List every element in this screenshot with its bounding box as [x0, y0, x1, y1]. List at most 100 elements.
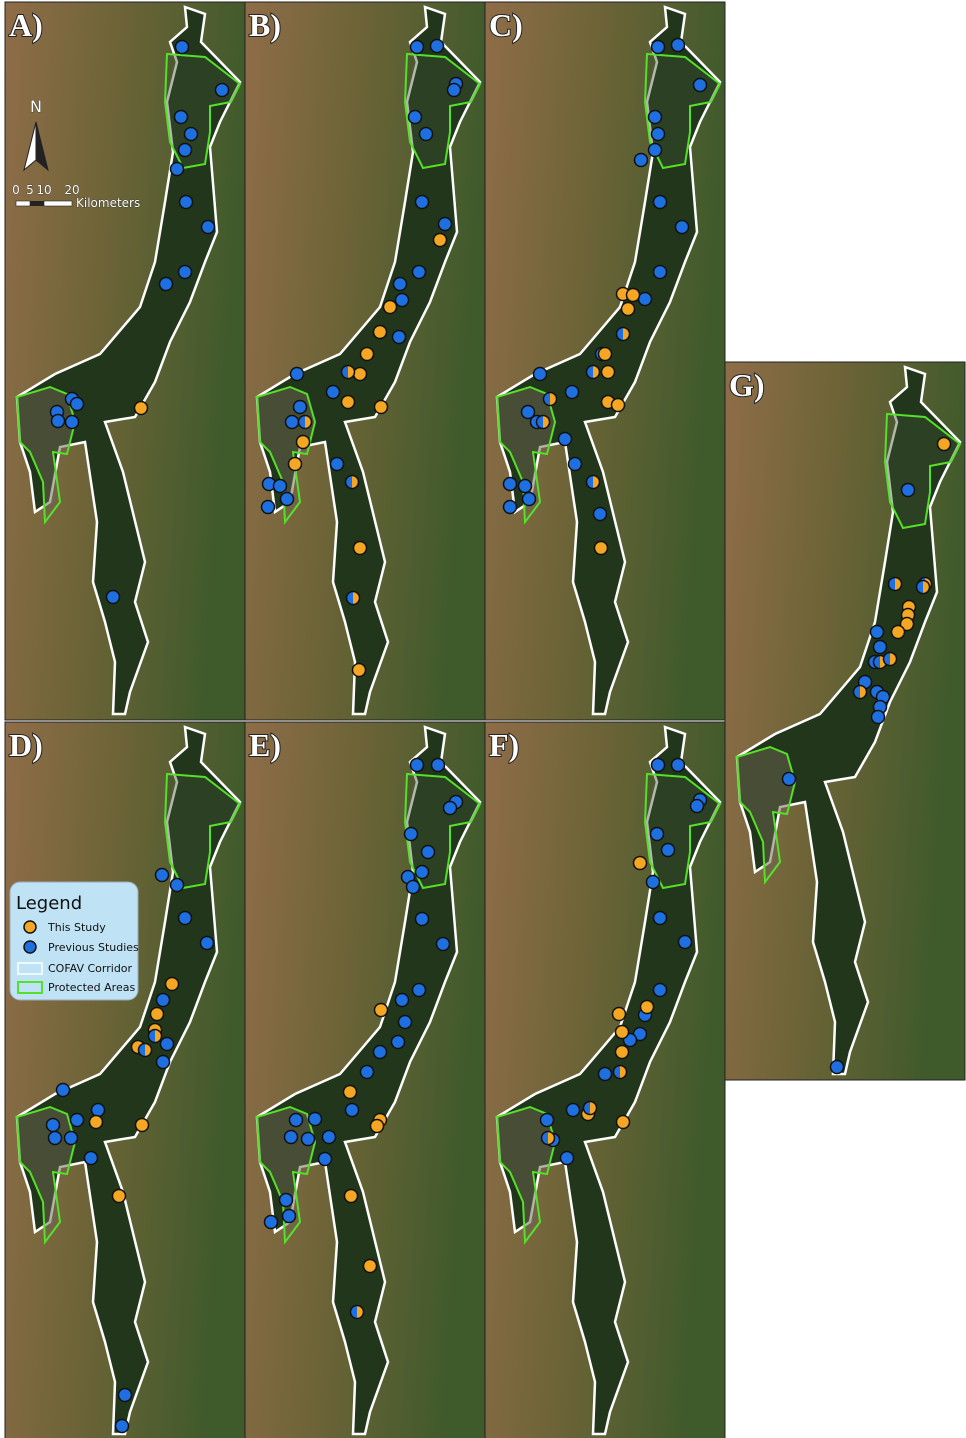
- site-this-study: [135, 402, 148, 415]
- scale-tick: 5: [26, 183, 34, 197]
- scale-tick: 10: [36, 183, 51, 197]
- site-previous: [662, 844, 675, 857]
- site-previous: [420, 128, 433, 141]
- site-previous: [65, 1132, 78, 1145]
- site-this-study: [166, 978, 179, 991]
- site-previous: [171, 163, 184, 176]
- site-this-study: [384, 301, 397, 314]
- site-previous: [504, 501, 517, 514]
- site-this-study: [113, 1190, 126, 1203]
- site-this-study: [364, 1260, 377, 1273]
- legend-symbol: [24, 941, 36, 953]
- legend-label: Protected Areas: [48, 981, 135, 994]
- site-previous: [431, 40, 444, 53]
- site-previous: [567, 1104, 580, 1117]
- site-this-study: [602, 366, 615, 379]
- map-panel: B): [245, 2, 485, 720]
- site-previous: [654, 266, 667, 279]
- site-previous: [599, 1068, 612, 1081]
- site-previous: [85, 1152, 98, 1165]
- site-previous: [411, 41, 424, 54]
- site-this-study: [595, 542, 608, 555]
- site-previous: [405, 828, 418, 841]
- site-previous: [679, 936, 692, 949]
- site-previous: [66, 416, 79, 429]
- site-previous: [179, 266, 192, 279]
- site-previous: [559, 433, 572, 446]
- site-this-study: [354, 368, 367, 381]
- panels: A)B)C)D)E)F)G): [5, 2, 965, 1438]
- site-previous: [201, 937, 214, 950]
- site-previous: [399, 1016, 412, 1029]
- panel-label: D): [9, 727, 43, 763]
- site-previous: [444, 802, 457, 815]
- site-previous: [319, 1153, 332, 1166]
- site-previous: [283, 1210, 296, 1223]
- site-previous: [416, 866, 429, 879]
- site-previous: [331, 458, 344, 471]
- site-previous: [652, 759, 665, 772]
- map-panel: G): [725, 362, 965, 1080]
- site-this-study: [354, 542, 367, 555]
- site-previous: [874, 641, 887, 654]
- site-previous: [392, 1036, 405, 1049]
- site-previous: [71, 1114, 84, 1127]
- scale-seg: [16, 201, 30, 206]
- site-this-study: [344, 1086, 357, 1099]
- site-previous: [694, 79, 707, 92]
- site-previous: [107, 591, 120, 604]
- site-this-study: [151, 1008, 164, 1021]
- legend-label: COFAV Corridor: [48, 962, 133, 975]
- site-previous: [676, 221, 689, 234]
- site-previous: [439, 218, 452, 231]
- site-previous: [394, 278, 407, 291]
- site-previous: [323, 1131, 336, 1144]
- map-panel: F): [485, 722, 725, 1438]
- scale-seg: [44, 201, 72, 206]
- site-previous: [872, 711, 885, 724]
- legend: Legend This Study Previous Studies COFAV…: [10, 882, 139, 1000]
- site-previous: [291, 368, 304, 381]
- site-this-study: [345, 1190, 358, 1203]
- site-previous: [566, 386, 579, 399]
- panel-label: G): [729, 367, 765, 403]
- site-previous: [327, 386, 340, 399]
- site-previous: [649, 111, 662, 124]
- site-previous: [176, 41, 189, 54]
- panel-label: B): [249, 7, 281, 43]
- site-this-study: [634, 857, 647, 870]
- panel-label: F): [489, 727, 519, 763]
- site-previous: [302, 1133, 315, 1146]
- site-this-study: [622, 303, 635, 316]
- site-this-study: [361, 348, 374, 361]
- figure: A)B)C)D)E)F)G) N 0 5 10 20 Kilometers Le…: [0, 0, 966, 1438]
- site-previous: [280, 1194, 293, 1207]
- site-this-study: [136, 1119, 149, 1132]
- site-previous: [171, 879, 184, 892]
- north-label: N: [30, 97, 42, 116]
- site-previous: [691, 800, 704, 813]
- site-previous: [393, 331, 406, 344]
- site-this-study: [375, 401, 388, 414]
- site-previous: [175, 111, 188, 124]
- site-this-study: [627, 289, 640, 302]
- site-previous: [361, 1066, 374, 1079]
- site-previous: [274, 480, 287, 493]
- site-previous: [179, 144, 192, 157]
- site-previous: [157, 994, 170, 1007]
- site-previous: [871, 626, 884, 639]
- site-previous: [647, 876, 660, 889]
- site-previous: [783, 773, 796, 786]
- legend-title: Legend: [16, 893, 82, 914]
- map-panel: E): [245, 722, 485, 1438]
- site-previous: [523, 493, 536, 506]
- site-previous: [902, 484, 915, 497]
- map-panel: D): [5, 722, 245, 1438]
- site-this-study: [641, 1001, 654, 1014]
- site-previous: [672, 759, 685, 772]
- site-previous: [534, 368, 547, 381]
- site-previous: [635, 154, 648, 167]
- site-previous: [71, 398, 84, 411]
- site-this-study: [289, 458, 302, 471]
- site-previous: [374, 1046, 387, 1059]
